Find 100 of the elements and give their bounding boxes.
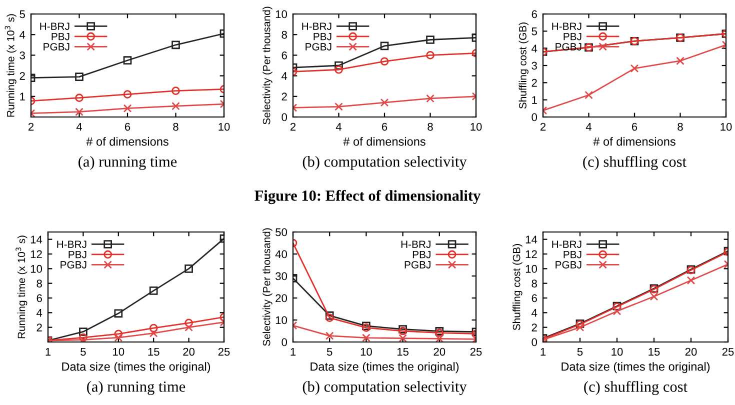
x-tick-label: 10	[113, 348, 124, 356]
x-tick-label: 6	[382, 122, 388, 131]
y-tick-label: 6	[36, 294, 42, 302]
y-tick-label: 4	[36, 309, 42, 317]
x-tick-label: 10	[470, 122, 482, 131]
y-tick-label: 12	[30, 250, 42, 258]
x-axis-title: # of dimensions	[593, 137, 676, 146]
legend-label: PGBJ	[556, 43, 582, 50]
y-tick-label: 6	[532, 10, 537, 18]
y-tick-label: 4	[282, 72, 288, 80]
y-tick-label: 8	[532, 280, 537, 288]
legend-label: PBJ	[314, 32, 332, 40]
y-tick-label: 8	[282, 30, 287, 39]
x-tick-label: 1	[290, 348, 296, 356]
legend-label: PBJ	[412, 250, 430, 258]
x-tick-label: 6	[632, 122, 638, 131]
legend-label: H-BRJ	[40, 22, 70, 30]
x-axis-title: Data size (times the original)	[310, 362, 459, 374]
x-tick-label: 20	[434, 348, 446, 356]
x-tick-label: 25	[722, 348, 734, 356]
x-tick-label: 15	[148, 348, 160, 356]
y-tick-label: 1	[20, 92, 25, 100]
legend-label: H-BRJ	[552, 22, 582, 30]
x-tick-label: 2	[290, 122, 296, 131]
y-axis-title: Running time (x 10$^{3}$ s)	[16, 236, 28, 338]
x-tick-label: 5	[326, 348, 332, 356]
x-tick-label: 15	[648, 348, 660, 356]
legend-label: PGBJ	[44, 43, 70, 50]
y-axis-title: Selectivity (Per thousand)	[262, 6, 272, 124]
y-tick-label: 6	[532, 294, 537, 302]
x-tick-label: 15	[397, 348, 409, 356]
text: (c) shuffling cost	[583, 156, 686, 170]
x-tick-label: 2	[540, 122, 546, 131]
x-tick-label: 20	[183, 348, 195, 356]
y-tick-label: 2	[532, 78, 537, 87]
y-tick-label: 10	[276, 10, 288, 18]
y-axis-title: Shuffling cost (GB)	[512, 244, 522, 330]
y-tick-label: 0	[282, 113, 288, 122]
x-tick-label: 25	[470, 348, 482, 356]
x-tick-label: 10	[720, 122, 732, 131]
legend-label: PBJ	[52, 32, 70, 40]
y-tick-label: 5	[532, 28, 537, 36]
y-tick-label: 5	[20, 10, 25, 18]
x-tick-label: 10	[612, 348, 623, 356]
legend-label: PBJ	[68, 250, 86, 258]
x-tick-label: 25	[218, 348, 230, 356]
y-axis-title: Selectivity (Per thousand)	[262, 228, 272, 346]
y-axis-title: Shuffling cost (GB)	[518, 22, 528, 109]
legend-label: H-BRJ	[57, 240, 86, 248]
y-tick-label: 1	[532, 96, 537, 104]
text: (a) running time	[78, 156, 177, 170]
y-tick-label: 0	[532, 113, 538, 122]
x-tick-label: 10	[218, 122, 230, 131]
x-tick-label: 4	[76, 122, 82, 131]
y-tick-label: 0	[282, 338, 288, 346]
y-tick-label: 10	[30, 264, 42, 273]
legend-label: PGBJ	[556, 261, 582, 268]
text: (a) running time	[87, 381, 186, 395]
x-tick-label: 1	[46, 348, 51, 356]
x-tick-label: 4	[586, 122, 592, 131]
y-tick-label: 14	[526, 236, 538, 244]
y-axis-title: Running time (x 10$^{3}$ s)	[4, 14, 16, 117]
x-axis-title: # of dimensions	[86, 137, 168, 146]
x-tick-label: 6	[124, 122, 130, 131]
legend-label: PGBJ	[306, 43, 332, 50]
y-tick-label: 3	[532, 62, 537, 70]
x-tick-label: 5	[80, 348, 86, 356]
x-tick-label: 1	[540, 348, 546, 356]
legend-label: H-BRJ	[552, 240, 582, 248]
x-tick-label: 8	[173, 122, 178, 131]
y-tick-label: 30	[276, 272, 288, 280]
caption: Figure 10: Effect of dimensionality	[254, 190, 481, 204]
y-tick-label: 12	[526, 250, 537, 258]
y-tick-label: 2	[282, 92, 287, 100]
x-tick-label: 5	[577, 348, 583, 356]
y-tick-label: 8	[36, 280, 42, 288]
y-tick-label: 50	[276, 228, 288, 236]
y-tick-label: 2	[532, 324, 537, 332]
legend-label: H-BRJ	[302, 22, 332, 30]
x-tick-label: 8	[678, 122, 683, 131]
legend-label: PGBJ	[404, 261, 430, 268]
y-tick-label: 40	[275, 250, 288, 258]
x-tick-label: 10	[360, 348, 372, 356]
x-tick-label: 20	[685, 348, 697, 356]
text: (b) computation selectivity	[302, 156, 467, 170]
legend-label: PBJ	[564, 250, 582, 258]
x-tick-label: 8	[428, 122, 433, 131]
legend-label: PBJ	[564, 32, 582, 40]
text: (c) shuffling cost	[584, 380, 688, 396]
legend-label: PGBJ	[60, 261, 86, 268]
y-tick-label: 2	[36, 324, 42, 332]
y-tick-label: 2	[20, 72, 25, 80]
y-tick-label: 3	[20, 51, 25, 60]
y-tick-label: 14	[30, 236, 42, 244]
y-tick-label: 10	[526, 264, 538, 273]
text: (b) computation selectivity	[302, 381, 467, 395]
y-tick-label: 20	[276, 294, 288, 302]
legend-label: H-BRJ	[401, 240, 430, 248]
y-tick-label: 4	[532, 44, 538, 52]
x-axis-title: # of dimensions	[343, 137, 426, 146]
